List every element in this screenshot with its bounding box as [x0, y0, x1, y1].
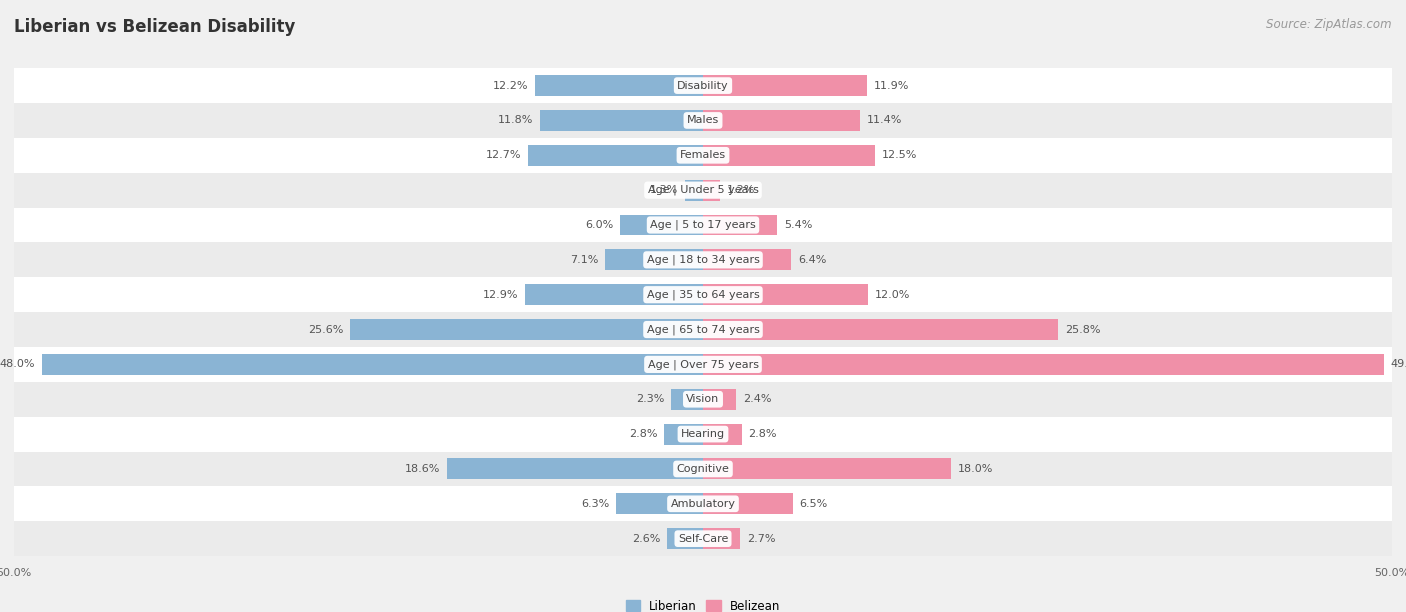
Text: Age | 5 to 17 years: Age | 5 to 17 years — [650, 220, 756, 230]
Text: Hearing: Hearing — [681, 429, 725, 439]
Text: 18.0%: 18.0% — [957, 464, 993, 474]
FancyBboxPatch shape — [14, 277, 1392, 312]
Text: Age | 35 to 64 years: Age | 35 to 64 years — [647, 289, 759, 300]
Text: 6.3%: 6.3% — [581, 499, 609, 509]
Bar — [685, 180, 703, 201]
Text: 11.8%: 11.8% — [498, 116, 533, 125]
Text: 18.6%: 18.6% — [405, 464, 440, 474]
FancyBboxPatch shape — [14, 382, 1392, 417]
Text: 2.6%: 2.6% — [631, 534, 661, 543]
Bar — [529, 145, 703, 166]
Bar — [703, 319, 1059, 340]
Bar — [616, 493, 703, 514]
Text: 11.9%: 11.9% — [875, 81, 910, 91]
Legend: Liberian, Belizean: Liberian, Belizean — [621, 595, 785, 612]
Bar — [620, 215, 703, 236]
FancyBboxPatch shape — [14, 207, 1392, 242]
Text: 7.1%: 7.1% — [569, 255, 599, 265]
Text: 12.5%: 12.5% — [882, 151, 918, 160]
Bar — [665, 424, 703, 444]
Text: Source: ZipAtlas.com: Source: ZipAtlas.com — [1267, 18, 1392, 31]
Text: 25.6%: 25.6% — [308, 324, 343, 335]
FancyBboxPatch shape — [14, 521, 1392, 556]
Text: Age | Over 75 years: Age | Over 75 years — [648, 359, 758, 370]
Text: Age | 65 to 74 years: Age | 65 to 74 years — [647, 324, 759, 335]
Text: 12.7%: 12.7% — [485, 151, 522, 160]
FancyBboxPatch shape — [14, 173, 1392, 207]
Bar — [703, 389, 737, 409]
FancyBboxPatch shape — [14, 487, 1392, 521]
Text: 5.4%: 5.4% — [785, 220, 813, 230]
FancyBboxPatch shape — [14, 138, 1392, 173]
Bar — [703, 249, 792, 271]
Bar — [703, 458, 950, 479]
Text: 2.8%: 2.8% — [748, 429, 778, 439]
Bar — [605, 249, 703, 271]
FancyBboxPatch shape — [14, 242, 1392, 277]
Bar — [526, 284, 703, 305]
Text: 6.4%: 6.4% — [799, 255, 827, 265]
FancyBboxPatch shape — [14, 103, 1392, 138]
Bar — [534, 75, 703, 96]
Bar — [540, 110, 703, 131]
Bar — [703, 215, 778, 236]
FancyBboxPatch shape — [14, 452, 1392, 487]
Bar — [671, 389, 703, 409]
Text: Liberian vs Belizean Disability: Liberian vs Belizean Disability — [14, 18, 295, 36]
Bar — [703, 284, 869, 305]
Text: 25.8%: 25.8% — [1066, 324, 1101, 335]
Text: Vision: Vision — [686, 394, 720, 405]
Text: 2.4%: 2.4% — [742, 394, 772, 405]
Text: 1.3%: 1.3% — [650, 185, 678, 195]
Text: 1.2%: 1.2% — [727, 185, 755, 195]
FancyBboxPatch shape — [14, 312, 1392, 347]
Text: 12.0%: 12.0% — [875, 289, 911, 300]
Bar — [703, 180, 720, 201]
Text: Cognitive: Cognitive — [676, 464, 730, 474]
Bar — [42, 354, 703, 375]
Bar — [350, 319, 703, 340]
Text: 11.4%: 11.4% — [868, 116, 903, 125]
Bar — [703, 493, 793, 514]
Text: Ambulatory: Ambulatory — [671, 499, 735, 509]
Text: Females: Females — [681, 151, 725, 160]
FancyBboxPatch shape — [14, 347, 1392, 382]
Text: 6.0%: 6.0% — [585, 220, 613, 230]
Bar — [703, 528, 740, 549]
Text: Age | Under 5 years: Age | Under 5 years — [648, 185, 758, 195]
Text: Self-Care: Self-Care — [678, 534, 728, 543]
Bar — [703, 424, 741, 444]
Text: 6.5%: 6.5% — [800, 499, 828, 509]
Bar — [703, 75, 868, 96]
Text: 12.2%: 12.2% — [492, 81, 529, 91]
Text: 12.9%: 12.9% — [482, 289, 519, 300]
Bar — [703, 145, 875, 166]
Text: 48.0%: 48.0% — [0, 359, 35, 370]
Bar — [703, 354, 1384, 375]
Text: 2.3%: 2.3% — [636, 394, 665, 405]
Text: Males: Males — [688, 116, 718, 125]
FancyBboxPatch shape — [14, 68, 1392, 103]
Bar — [447, 458, 703, 479]
Bar — [703, 110, 860, 131]
Text: 2.8%: 2.8% — [628, 429, 658, 439]
Text: Disability: Disability — [678, 81, 728, 91]
Text: 2.7%: 2.7% — [747, 534, 776, 543]
Bar — [668, 528, 703, 549]
Text: Age | 18 to 34 years: Age | 18 to 34 years — [647, 255, 759, 265]
Text: 49.4%: 49.4% — [1391, 359, 1406, 370]
FancyBboxPatch shape — [14, 417, 1392, 452]
